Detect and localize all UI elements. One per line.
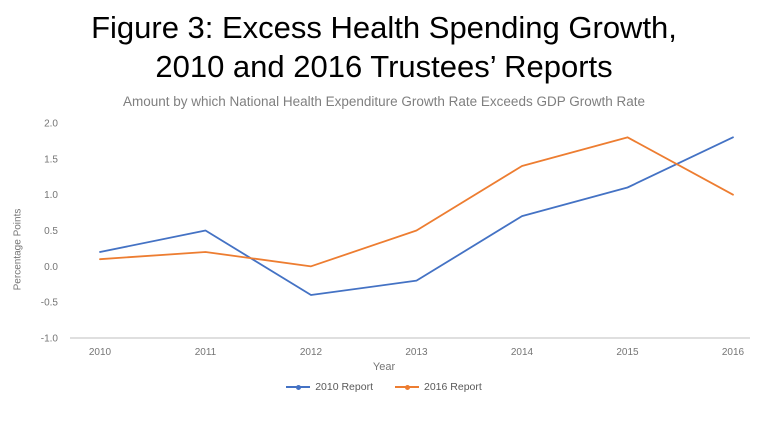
x-tick-label: 2012 <box>300 347 323 358</box>
y-tick-label: 1.5 <box>44 154 58 165</box>
y-tick-label: 2.0 <box>44 119 58 130</box>
chart-area: Amount by which National Health Expendit… <box>0 94 768 393</box>
figure-title-line2: 2010 and 2016 Trustees’ Reports <box>155 49 613 85</box>
x-tick-label: 2015 <box>616 347 639 358</box>
x-tick-label: 2014 <box>511 347 534 358</box>
y-tick-label: 0.5 <box>44 226 58 237</box>
series-line-2010-report <box>99 136 734 296</box>
legend-item: 2010 Report <box>286 381 373 393</box>
legend-label: 2016 Report <box>424 381 482 394</box>
legend-line-marker <box>286 384 311 390</box>
legend-line-marker <box>395 384 419 390</box>
y-tick-label: -1.0 <box>41 334 59 345</box>
line-chart: 2.0 1.5 1.0 0.5 0.0 -0.5 -1.0 2010 2011 2012 2013 2… <box>41 119 750 358</box>
legend-label: 2010 Report <box>315 381 373 394</box>
chart-subtitle: Amount by which National Health Expendit… <box>122 94 645 110</box>
y-axis-title: Percentage Points <box>12 208 24 291</box>
figure-title-line1: Figure 3: Excess Health Spending Growth, <box>91 10 677 45</box>
figure-title: Figure 3: Excess Health Spending Growth,… <box>0 0 768 86</box>
chart-legend: 2010 Report 2016 Report <box>0 381 768 393</box>
legend-item: 2016 Report <box>395 381 482 393</box>
x-tick-label: 2013 <box>405 347 428 358</box>
x-axis-title: Year <box>372 361 396 374</box>
x-tick-label: 2010 <box>89 347 112 358</box>
y-tick-label: 0.0 <box>44 262 58 273</box>
y-tick-label: -0.5 <box>41 298 59 309</box>
series-line-2016-report <box>99 136 734 268</box>
x-tick-label: 2016 <box>722 347 745 358</box>
y-tick-label: 1.0 <box>44 190 58 201</box>
x-tick-label: 2011 <box>195 347 217 358</box>
